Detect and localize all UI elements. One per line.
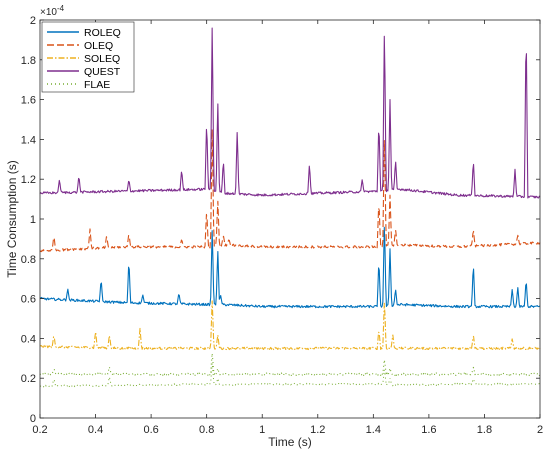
x-tick-label: 0.6: [143, 424, 158, 436]
legend-label-quest: QUEST: [84, 66, 121, 78]
y-tick-label: 1.6: [21, 95, 36, 107]
legend-label-flae: FLAE: [84, 79, 110, 91]
series-line-roleq: [39, 226, 541, 309]
series-line-oleq: [39, 128, 541, 253]
x-tick-label: 1.4: [366, 424, 381, 436]
x-tick-label: 1.8: [477, 424, 492, 436]
y-tick-label: 0.6: [21, 294, 36, 306]
y-tick-label: 0.8: [21, 254, 36, 266]
y-ticks: 0 0.2 0.4 0.6 0.8 1 1.2 1.4 1.6 1.8 2: [21, 15, 540, 425]
y-tick-label: 1: [30, 214, 36, 226]
y-tick-label: 0.2: [21, 373, 36, 385]
series-layer: [39, 27, 541, 388]
x-ticks: 0.2 0.4 0.6 0.8 1 1.2 1.4 1.6 1.8 2: [32, 20, 543, 436]
x-tick-label: 0.4: [88, 424, 103, 436]
legend-label-oleq: OLEQ: [84, 40, 113, 52]
y-tick-label: 1.2: [21, 174, 36, 186]
series-line-soleq: [39, 300, 541, 351]
legend-box: [41, 21, 135, 93]
y-tick-label: 1.4: [21, 134, 36, 146]
y-axis-title: Time Consumption (s): [5, 160, 19, 278]
series-line-flae: [39, 352, 541, 376]
x-tick-label: 2: [537, 424, 543, 436]
x-tick-label: 1: [259, 424, 265, 436]
legend-label-soleq: SOLEQ: [84, 53, 120, 65]
series-line-quest: [39, 27, 541, 199]
y-tick-label: 2: [30, 15, 36, 27]
y-tick-label: 1.8: [21, 55, 36, 67]
y-tick-label: 0.4: [21, 333, 36, 345]
x-tick-label: 0.2: [32, 424, 47, 436]
x-tick-label: 1.2: [310, 424, 325, 436]
legend-label-roleq: ROLEQ: [84, 27, 121, 39]
y-multiplier: ×10-4: [40, 4, 65, 18]
x-tick-label: 0.8: [199, 424, 214, 436]
y-tick-label: 0: [30, 413, 36, 425]
x-axis-title: Time (s): [268, 435, 312, 449]
x-tick-label: 1.6: [421, 424, 436, 436]
